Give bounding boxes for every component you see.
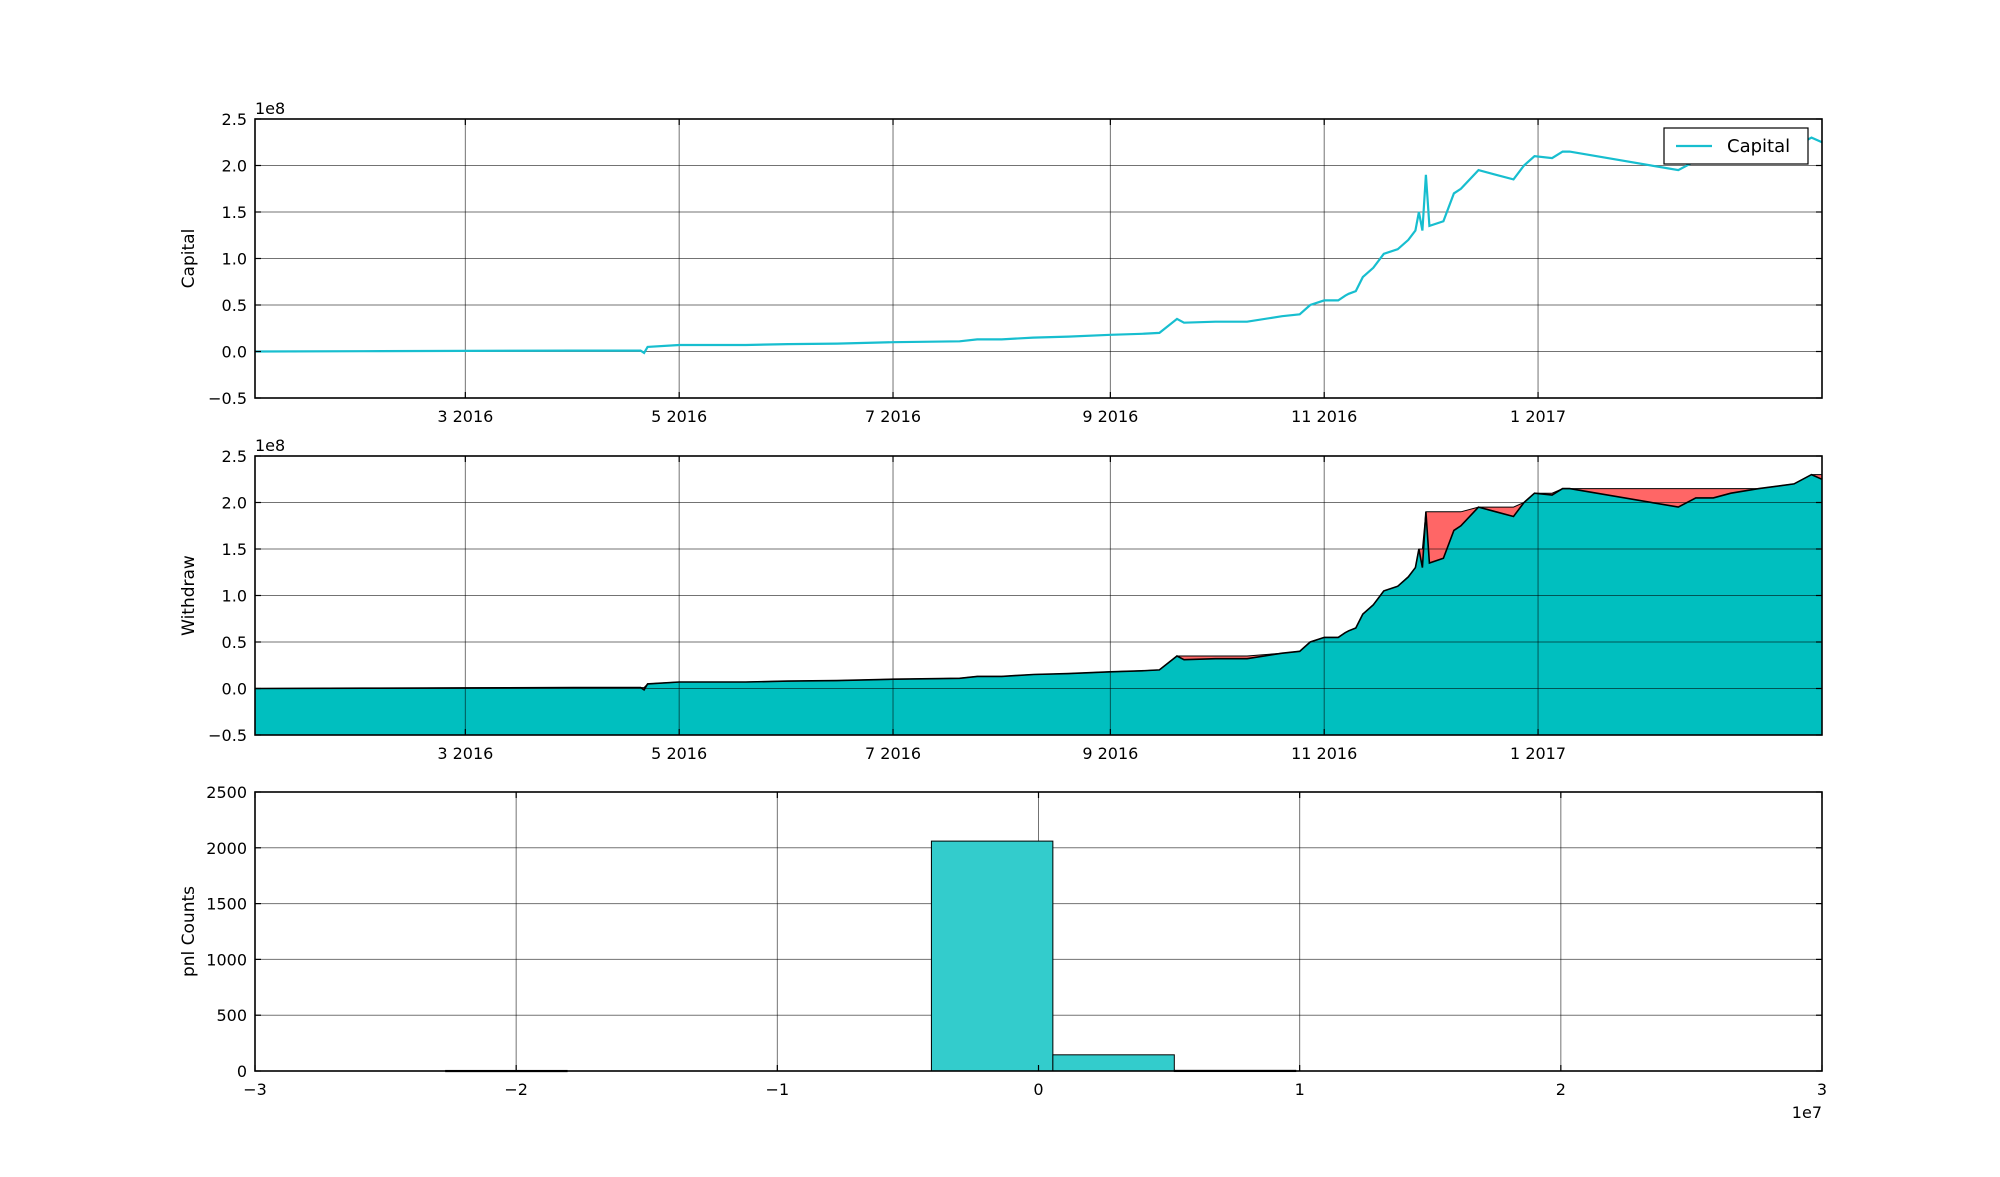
withdraw-ytick-label: −0.5 [208, 726, 247, 745]
histogram-ytick-label: 2000 [206, 839, 247, 858]
histogram-axes: −3 −2 −1 0 1 2 3 0 500 1000 1500 2000 2500 [206, 783, 1827, 1099]
withdraw-y-offset-label: 1e8 [255, 436, 285, 455]
histogram-ytick-label: 1000 [206, 950, 247, 969]
histogram-xtick-label: 1 [1295, 1080, 1305, 1099]
withdraw-ytick-label: 1.0 [222, 587, 247, 606]
withdraw-ytick-label: 0.5 [222, 633, 247, 652]
capital-xtick-label: 3 2016 [437, 407, 493, 426]
withdraw-y-axis-label: Withdraw [179, 555, 199, 636]
capital-ytick-label: −0.5 [208, 389, 247, 408]
withdraw-xtick-label: 5 2016 [651, 744, 707, 763]
capital-xtick-label: 9 2016 [1082, 407, 1138, 426]
withdraw-axes: 3 2016 5 2016 7 2016 9 2016 11 2016 1 2017 −0.… [208, 447, 1823, 763]
histogram-ytick-label: 500 [216, 1006, 247, 1025]
withdraw-ytick-label: 2.5 [222, 447, 247, 466]
histogram-xtick-label: 0 [1033, 1080, 1043, 1099]
withdraw-ytick-label: 1.5 [222, 540, 247, 559]
histogram-xtick-label: 3 [1817, 1080, 1827, 1099]
withdraw-xtick-label: 1 2017 [1510, 744, 1566, 763]
histogram-xtick-label: −1 [766, 1080, 790, 1099]
withdraw-xtick-label: 7 2016 [865, 744, 921, 763]
capital-grid [255, 118, 1822, 399]
capital-panel: 3 2016 5 2016 7 2016 9 2016 11 2016 1 2017 −0.… [179, 99, 1823, 426]
capital-legend: Capital [1663, 127, 1809, 165]
capital-axes: 3 2016 5 2016 7 2016 9 2016 11 2016 1 2017 −0.… [208, 110, 1823, 426]
withdraw-ytick-label: 0.0 [222, 680, 247, 699]
capital-y-offset-label: 1e8 [255, 99, 285, 118]
capital-xtick-label: 11 2016 [1291, 407, 1357, 426]
pnl-counts-y-axis-label: pnl Counts [179, 886, 199, 977]
capital-ytick-label: 2.0 [222, 157, 247, 176]
running-peak-line [254, 474, 1822, 689]
capital-ytick-label: 0.5 [222, 296, 247, 315]
capital-area [255, 474, 1822, 735]
histogram-bar [1052, 1054, 1175, 1072]
histogram-ytick-label: 1500 [206, 895, 247, 914]
legend-label-capital: Capital [1727, 136, 1790, 157]
capital-line [254, 136, 1823, 355]
histogram-x-offset-label: 1e7 [1792, 1103, 1822, 1122]
capital-ytick-label: 0.0 [222, 343, 247, 362]
histogram-xtick-label: −2 [504, 1080, 528, 1099]
histogram-bars [445, 840, 1297, 1073]
pnl-histogram-panel: pnl Counts 1e7 −3 −2 −1 0 1 2 3 0 500 1000 1500 200… [179, 783, 1827, 1122]
withdraw-xtick-label: 9 2016 [1082, 744, 1138, 763]
histogram-xtick-label: −3 [243, 1080, 267, 1099]
histogram-bar [930, 840, 1054, 1072]
histogram-ytick-label: 2500 [206, 783, 247, 802]
withdraw-ytick-label: 2.0 [222, 494, 247, 513]
withdraw-xtick-label: 11 2016 [1291, 744, 1357, 763]
histogram-ytick-label: 0 [237, 1062, 247, 1081]
capital-ytick-label: 1.5 [222, 203, 247, 222]
withdraw-xtick-label: 3 2016 [437, 744, 493, 763]
capital-y-axis-label: Capital [179, 229, 199, 289]
capital-ytick-label: 2.5 [222, 110, 247, 129]
capital-xtick-label: 1 2017 [1510, 407, 1566, 426]
withdraw-panel: 3 2016 5 2016 7 2016 9 2016 11 2016 1 2017 −0.… [179, 436, 1823, 763]
drawdown-area [255, 474, 1822, 690]
histogram-xtick-label: 2 [1556, 1080, 1566, 1099]
capital-xtick-label: 7 2016 [865, 407, 921, 426]
capital-ytick-label: 1.0 [222, 250, 247, 269]
capital-xtick-label: 5 2016 [651, 407, 707, 426]
